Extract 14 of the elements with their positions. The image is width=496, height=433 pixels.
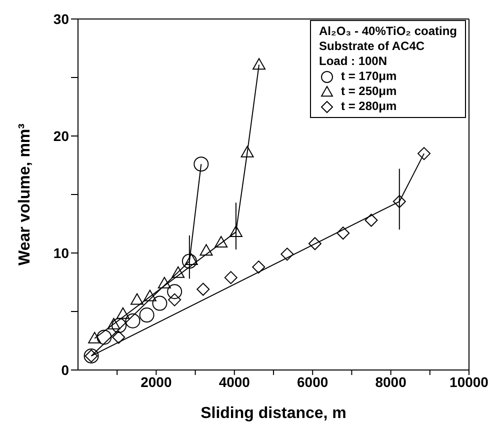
y-tick-label: 10 bbox=[53, 244, 70, 261]
x-axis-title: Sliding distance, m bbox=[200, 405, 346, 422]
x-tick-label: 2000 bbox=[140, 374, 172, 390]
x-tick-label: 4000 bbox=[218, 374, 250, 390]
y-axis-title: Wear volume, mm³ bbox=[16, 124, 34, 266]
y-tick-label: 20 bbox=[53, 128, 70, 144]
legend-label: t = 170μm bbox=[340, 69, 397, 84]
legend-label: t = 280μm bbox=[340, 99, 397, 114]
y-tick-label: 0 bbox=[61, 362, 70, 378]
y-tick-label: 30 bbox=[53, 10, 70, 27]
legend-label: t = 250μm bbox=[340, 84, 397, 99]
x-tick-label: 8000 bbox=[375, 374, 407, 390]
x-tick-label: 10000 bbox=[450, 374, 489, 390]
x-tick-label: 6000 bbox=[297, 374, 328, 390]
